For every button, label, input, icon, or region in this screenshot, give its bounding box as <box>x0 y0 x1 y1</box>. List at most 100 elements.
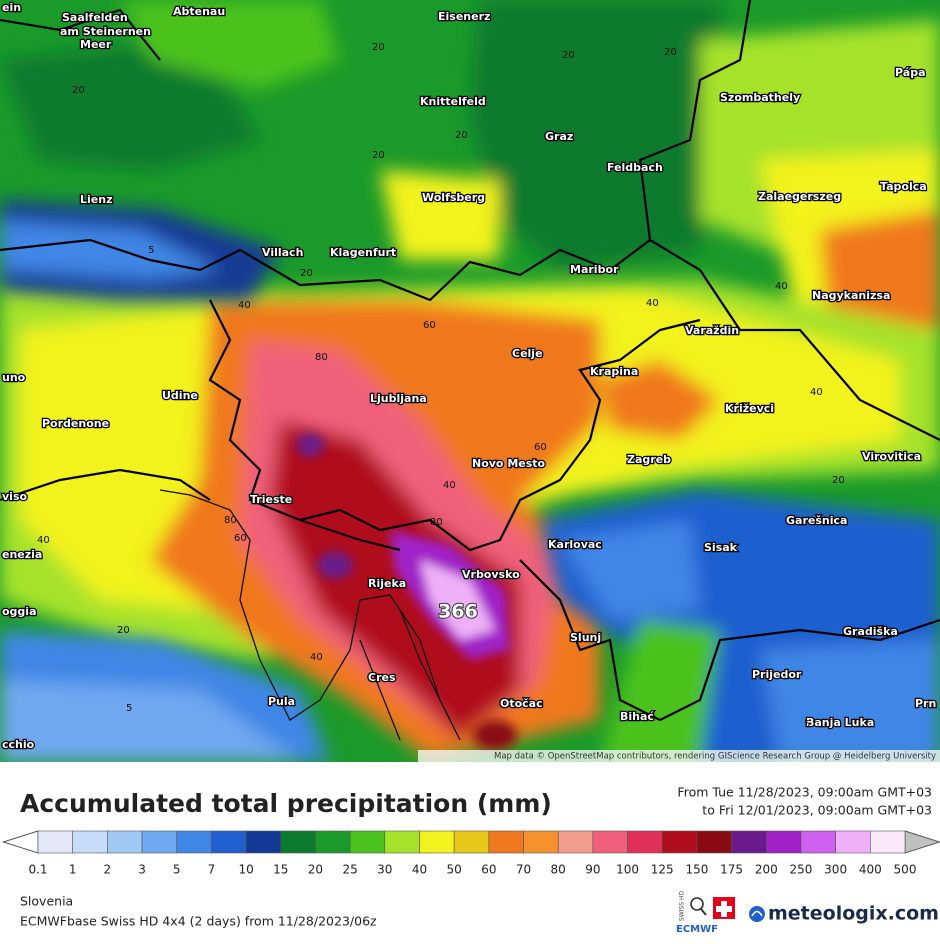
place-label: Saalfelden <box>62 11 128 24</box>
place-label: Varaždin <box>685 324 739 337</box>
scale-label: 10 <box>238 863 253 877</box>
place-label: Trieste <box>250 493 292 506</box>
scale-segment <box>384 830 420 854</box>
period-from: From Tue 11/28/2023, 09:00am GMT+03 <box>677 785 932 800</box>
scale-label: 0.1 <box>28 863 47 877</box>
place-label: Nagykanizsa <box>812 289 890 302</box>
contour-label: 20 <box>455 130 468 141</box>
badge-top: SWISS HD <box>679 891 686 922</box>
brand: meteologix.com <box>768 903 939 925</box>
place-label: Graz <box>545 130 573 143</box>
period-to: to Fri 12/01/2023, 09:00am GMT+03 <box>702 803 932 818</box>
contour-label: 5 <box>804 719 810 730</box>
scale-segment <box>488 830 524 854</box>
scale-segment <box>211 830 247 854</box>
scale-segment <box>315 830 351 854</box>
place-label: Virovitica <box>862 450 921 463</box>
scale-segment <box>557 830 594 854</box>
swiss-cross <box>716 901 732 917</box>
place-label: Villach <box>262 246 303 259</box>
low-precip <box>0 200 940 762</box>
contour-label: 80 <box>430 517 443 528</box>
place-label: Gradiška <box>843 625 898 638</box>
place-label: Meer <box>80 38 112 51</box>
scale-label: 20 <box>308 863 323 877</box>
place-label: Karlovac <box>548 538 602 551</box>
place-label: Celje <box>512 347 543 360</box>
place-label: Sisak <box>704 541 738 554</box>
legend-title: Accumulated total precipitation (mm) <box>20 789 552 818</box>
scale-label: 400 <box>859 863 882 877</box>
contour-label: 20 <box>117 625 130 636</box>
scale-label: 7 <box>208 863 216 877</box>
place-label: Križevci <box>725 402 774 415</box>
place-label: Abtenau <box>173 5 225 18</box>
scale-segment <box>731 830 767 854</box>
place-label: Tapolca <box>880 180 927 193</box>
contour-label: 20 <box>562 50 575 61</box>
place-label: am Steinernen <box>60 25 151 38</box>
color-scale: 0.1 1 2 3 5 7 10 15 20 25 30 40 50 60 70 80 90 100 125 150 1… <box>1 830 940 877</box>
precip-max <box>296 433 517 750</box>
attribution-bg <box>418 750 940 762</box>
contour-label: 80 <box>315 352 328 363</box>
scale-above-arrow <box>904 830 940 854</box>
place-label: Eisenerz <box>438 10 490 23</box>
place-label: Wolfsberg <box>422 191 485 204</box>
contour-label: 80 <box>224 515 237 526</box>
scale-label: 250 <box>790 863 813 877</box>
scale-label: 50 <box>447 863 462 877</box>
borders <box>0 0 940 722</box>
contour-label: 60 <box>234 533 247 544</box>
place-label: Szombathely <box>720 91 800 104</box>
scale-label: 500 <box>894 863 917 877</box>
contour-label: 20 <box>372 150 385 161</box>
scale-label: 3 <box>138 863 146 877</box>
scale-segment <box>765 830 802 854</box>
scale-label: 30 <box>377 863 392 877</box>
contour-label: 20 <box>300 268 313 279</box>
contour-label: 5 <box>148 245 154 256</box>
scale-segment <box>245 830 282 854</box>
scale-label: 70 <box>516 863 531 877</box>
scale-segment <box>72 830 108 854</box>
scale-segment <box>627 830 663 854</box>
scale-label: 150 <box>685 863 708 877</box>
search-icon-handle <box>700 908 707 916</box>
place-label: Pordenone <box>42 417 109 430</box>
contour-label: 40 <box>238 300 251 311</box>
scale-segment <box>280 830 316 854</box>
place-label: Krapina <box>590 365 638 378</box>
scale-segment <box>870 830 906 854</box>
scale-label: 1 <box>69 863 77 877</box>
place-label: Bihać <box>620 710 654 723</box>
place-labels: ein Saalfelden am Steinernen Meer Abtena… <box>1 0 938 752</box>
scale-label: 5 <box>173 863 181 877</box>
scale-segment <box>592 830 628 854</box>
attribution: Map data © OpenStreetMap contributors, r… <box>494 752 936 762</box>
scale-label: 300 <box>824 863 847 877</box>
place-label: Novo Mesto <box>472 457 546 470</box>
scale-segment <box>176 830 212 854</box>
scale-segment <box>453 830 490 854</box>
scale-segment <box>523 830 559 854</box>
place-label: Lienz <box>80 193 112 206</box>
place-label: Feldbach <box>607 161 663 174</box>
brand-icon <box>749 906 765 922</box>
place-label: Cres <box>368 671 396 684</box>
scale-below-arrow <box>1 830 39 854</box>
legend: Accumulated total precipitation (mm) Fro… <box>1 785 940 877</box>
brand-icon-mark <box>751 910 763 917</box>
scale-label: 200 <box>755 863 778 877</box>
scale-segment <box>835 830 871 854</box>
contour-label: 5 <box>126 703 132 714</box>
contour-label: 20 <box>832 475 845 486</box>
place-label: ein <box>2 1 21 14</box>
place-label: Klagenfurt <box>330 246 396 259</box>
badge-bottom: ECMWF <box>676 924 718 935</box>
search-icon <box>690 897 704 911</box>
precip-fields <box>0 0 940 760</box>
scale-label: 40 <box>412 863 427 877</box>
place-label: Knittelfeld <box>420 95 486 108</box>
contour-label: 60 <box>423 320 436 331</box>
